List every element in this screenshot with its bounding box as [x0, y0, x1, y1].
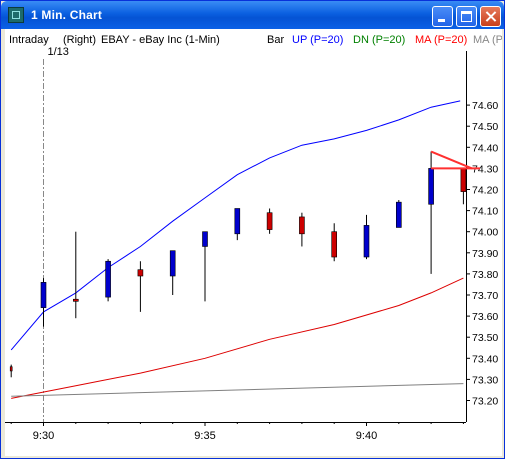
candle-body [40, 282, 47, 308]
candle-down [460, 168, 467, 205]
y-tick-label: 74.60 [472, 100, 498, 112]
y-tick-label: 74.00 [472, 227, 498, 239]
candle-up [40, 278, 47, 327]
indicator-ma-2: MA (P [473, 34, 502, 46]
overlay [430, 150, 480, 170]
y-tick-label: 73.60 [472, 311, 498, 323]
candle-body [73, 298, 79, 302]
x-tick-label: 9:35 [194, 430, 215, 442]
indicator-dn: DN (P=20) [353, 34, 405, 46]
candle-body [169, 250, 176, 277]
y-tick-label: 74.40 [472, 142, 498, 154]
date-label: 1/13 [48, 46, 69, 58]
x-tick-label: 9:40 [356, 430, 377, 442]
candle-up [105, 259, 111, 302]
candle-up [395, 200, 402, 228]
candle-body [266, 212, 273, 230]
y-tick-label: 74.10 [472, 206, 498, 218]
candle-body [202, 231, 208, 247]
y-tick-label: 74.30 [472, 163, 498, 175]
candle-up [169, 250, 176, 295]
chart-axes: 73.20 73.30 73.40 73.50 73.60 73.70 73.80 73.90… [5, 46, 498, 442]
candle-body [137, 269, 144, 277]
chart-header: Intraday (Right) EBAY - eBay Inc (1-Min) Bar… [9, 34, 502, 46]
minimize-button[interactable] [432, 6, 453, 27]
candle-up [234, 208, 241, 241]
y-tick-label: 73.90 [472, 248, 498, 260]
last-price-pointer [430, 150, 473, 170]
y-tick-label: 73.40 [472, 353, 498, 365]
label-right: (Right) [63, 34, 96, 46]
close-button[interactable] [480, 6, 501, 27]
candle-body [105, 260, 111, 298]
ma-line [11, 277, 464, 399]
candle-down [9, 364, 13, 378]
candle-body [331, 231, 338, 258]
indicator-lines [10, 100, 464, 399]
candles [9, 151, 467, 378]
candle-body [428, 168, 434, 205]
candle-down [266, 208, 273, 234]
candle-up [363, 214, 370, 260]
candle-body [299, 216, 305, 235]
y-tick-label: 73.50 [472, 332, 498, 344]
candle-up [428, 151, 434, 274]
candle-body [460, 168, 467, 192]
label-interval: (1-Min) [185, 34, 220, 46]
indicator-ma: MA (P=20) [415, 34, 467, 46]
candle-up [202, 231, 208, 302]
indicator-bar: Bar [267, 34, 284, 46]
maximize-button[interactable] [456, 6, 477, 27]
x-tick-label: 9:30 [33, 430, 54, 442]
app-icon[interactable] [8, 7, 24, 23]
y-tick-label: 73.70 [472, 290, 498, 302]
candle-down [73, 231, 79, 319]
title-bar[interactable]: 1 Min. Chart [1, 1, 504, 29]
label-symbol: EBAY - eBay Inc [101, 34, 182, 46]
y-tick-label: 73.80 [472, 269, 498, 281]
y-tick-label: 74.20 [472, 185, 498, 197]
y-tick-label: 73.30 [472, 374, 498, 386]
lower-band-line [11, 383, 464, 397]
candle-body [395, 201, 402, 228]
upper-band-line [10, 100, 461, 351]
chart-area[interactable]: Intraday (Right) EBAY - eBay Inc (1-Min) Bar… [5, 29, 502, 456]
candle-down [137, 261, 144, 312]
candle-down [331, 223, 338, 262]
candle-body [9, 366, 13, 372]
y-tick-label: 73.20 [472, 396, 498, 408]
label-intraday: Intraday [9, 34, 49, 46]
window-title: 1 Min. Chart [31, 8, 103, 22]
indicator-up: UP (P=20) [292, 34, 343, 46]
candle-down [299, 212, 305, 247]
y-tick-label: 74.50 [472, 121, 498, 133]
chart-svg[interactable]: Intraday (Right) EBAY - eBay Inc (1-Min) Bar… [5, 29, 502, 456]
candle-body [234, 208, 241, 235]
candle-body [363, 225, 370, 258]
